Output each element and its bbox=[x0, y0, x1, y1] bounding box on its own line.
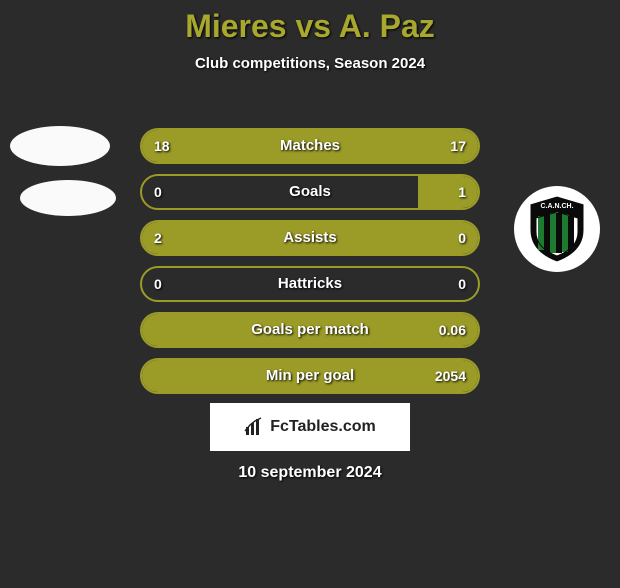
page-title: Mieres vs A. Paz bbox=[0, 8, 620, 45]
stat-label: Goals per match bbox=[142, 314, 478, 346]
stat-row: 0 Goals 1 bbox=[140, 174, 480, 210]
stat-value-right: 17 bbox=[450, 130, 466, 162]
stat-value-right: 0.06 bbox=[439, 314, 466, 346]
player-right-name: A. Paz bbox=[339, 8, 435, 44]
subtitle: Club competitions, Season 2024 bbox=[0, 55, 620, 72]
stat-row: Min per goal 2054 bbox=[140, 358, 480, 394]
attribution-text: FcTables.com bbox=[270, 418, 376, 436]
stat-row: 18 Matches 17 bbox=[140, 128, 480, 164]
stat-label: Goals bbox=[142, 176, 478, 208]
stat-value-right: 2054 bbox=[435, 360, 466, 392]
stats-container: 18 Matches 17 0 Goals 1 2 Assists 0 0 Ha… bbox=[140, 128, 480, 404]
player-left-club-placeholder bbox=[20, 180, 116, 216]
stat-label: Assists bbox=[142, 222, 478, 254]
attribution-box: FcTables.com bbox=[210, 403, 410, 451]
badge-text: C.A.N.CH. bbox=[540, 203, 573, 210]
stat-value-right: 0 bbox=[458, 222, 466, 254]
stat-label: Min per goal bbox=[142, 360, 478, 392]
stat-row: Goals per match 0.06 bbox=[140, 312, 480, 348]
vs-separator: vs bbox=[295, 8, 331, 44]
stat-row: 2 Assists 0 bbox=[140, 220, 480, 256]
stat-value-right: 1 bbox=[458, 176, 466, 208]
stat-label: Hattricks bbox=[142, 268, 478, 300]
shield-icon: C.A.N.CH. bbox=[526, 194, 588, 264]
player-left-avatar-placeholder bbox=[10, 126, 110, 166]
player-right-club-badge: C.A.N.CH. bbox=[514, 186, 600, 272]
stat-value-right: 0 bbox=[458, 268, 466, 300]
stat-row: 0 Hattricks 0 bbox=[140, 266, 480, 302]
player-left-name: Mieres bbox=[185, 8, 286, 44]
date-text: 10 september 2024 bbox=[0, 464, 620, 482]
bar-chart-icon bbox=[244, 417, 264, 437]
stat-label: Matches bbox=[142, 130, 478, 162]
